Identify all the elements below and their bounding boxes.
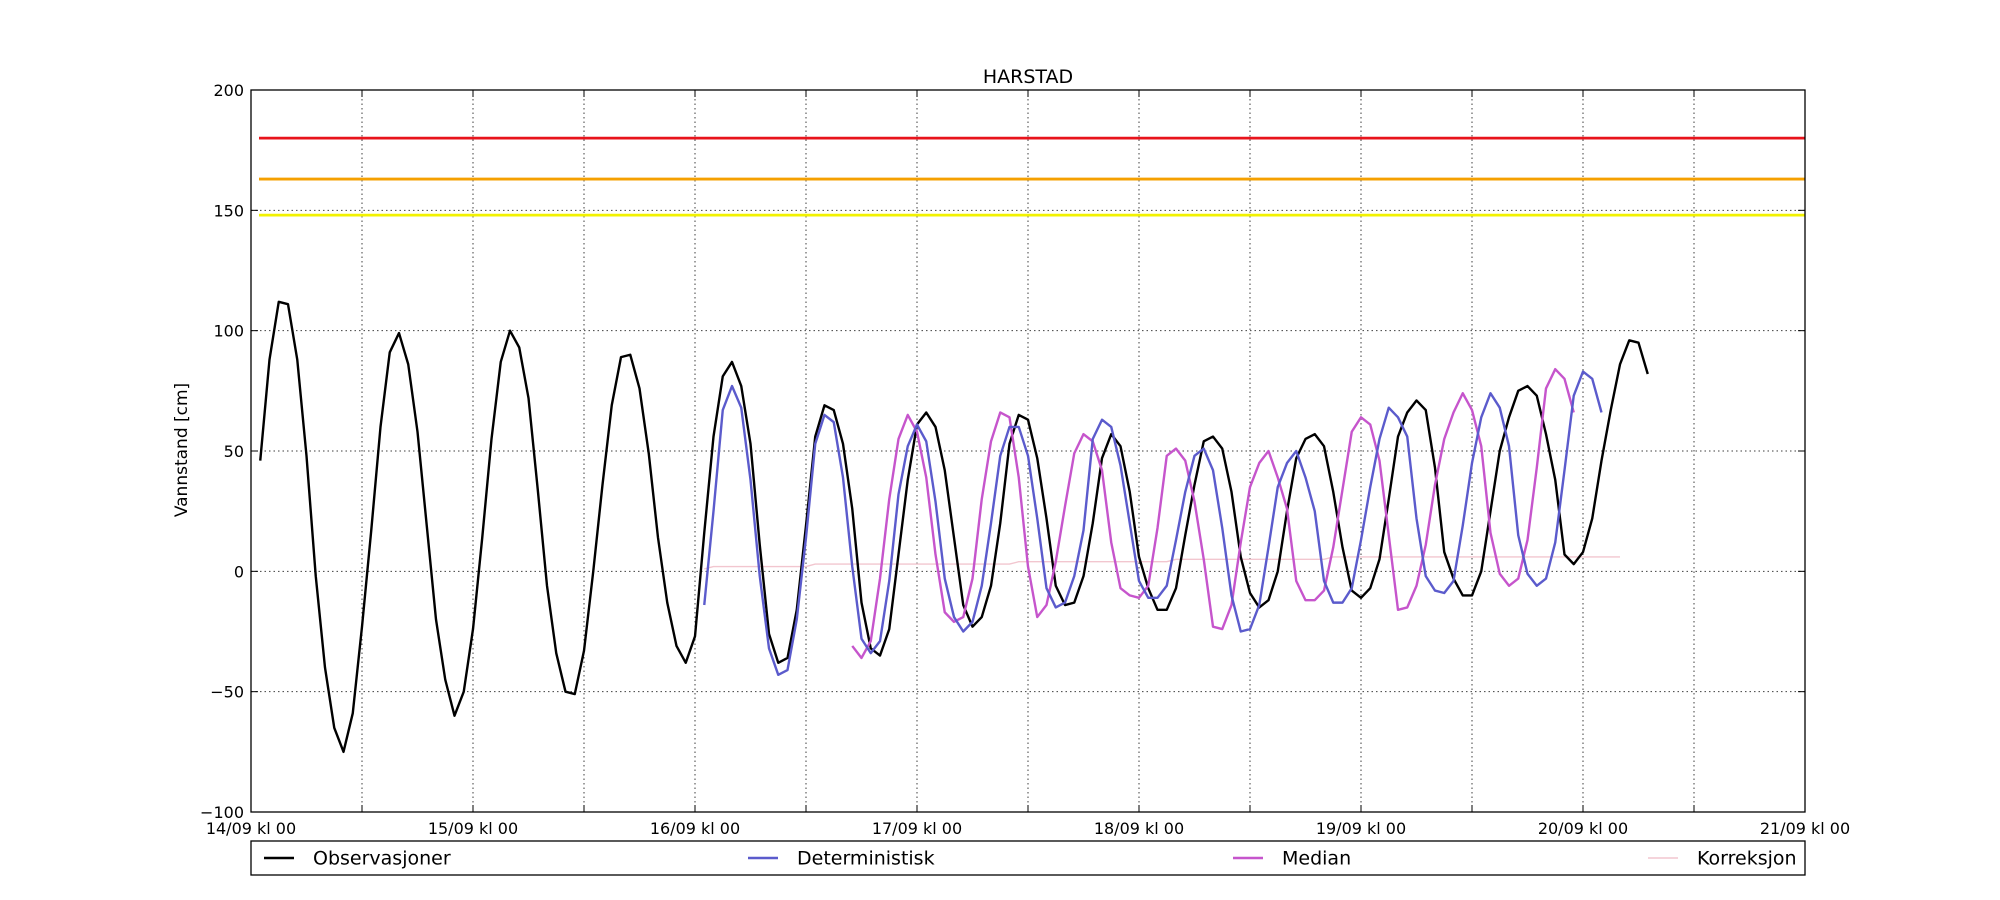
x-tick-label: 20/09 kl 00 — [1538, 819, 1628, 838]
x-tick-label: 17/09 kl 00 — [872, 819, 962, 838]
legend: Observasjoner Deterministisk Median Korreks… — [250, 840, 1806, 876]
x-tick-label: 14/09 kl 00 — [206, 819, 296, 838]
x-tick-label: 21/09 kl 00 — [1760, 819, 1850, 838]
y-tick-label: 50 — [224, 442, 244, 461]
series-line-observasjoner — [259, 300, 1649, 754]
legend-label-deterministisk: Deterministisk — [797, 848, 935, 870]
y-axis-label: Vannstand [cm] — [172, 383, 192, 517]
series-line-deterministisk — [703, 370, 1603, 677]
chart-title: HARSTAD — [983, 66, 1073, 88]
x-axis-ticks: 14/09 kl 00 15/09 kl 00 16/09 kl 00 17/09 k… — [206, 90, 1850, 838]
y-tick-label: 200 — [213, 81, 244, 100]
legend-label-median: Median — [1282, 848, 1351, 870]
x-tick-label: 16/09 kl 00 — [650, 819, 740, 838]
x-tick-label: 19/09 kl 00 — [1316, 819, 1406, 838]
series-line-median — [851, 367, 1575, 660]
threshold-lines — [259, 136, 1805, 217]
x-tick-label: 18/09 kl 00 — [1094, 819, 1184, 838]
legend-label-korreksjon: Korreksjon — [1697, 848, 1797, 870]
grid-lines — [251, 90, 1805, 812]
y-tick-label: 0 — [234, 562, 244, 581]
y-tick-label: 100 — [213, 322, 244, 341]
y-tick-label: −50 — [210, 683, 244, 702]
series-lines — [259, 300, 1649, 754]
legend-label-observasjoner: Observasjoner — [313, 848, 451, 870]
y-tick-label: −100 — [200, 803, 244, 822]
x-tick-label: 15/09 kl 00 — [428, 819, 518, 838]
y-axis-ticks: −100 −50 0 50 100 150 200 — [200, 81, 1805, 822]
legend-frame — [250, 840, 1806, 876]
y-tick-label: 150 — [213, 201, 244, 220]
